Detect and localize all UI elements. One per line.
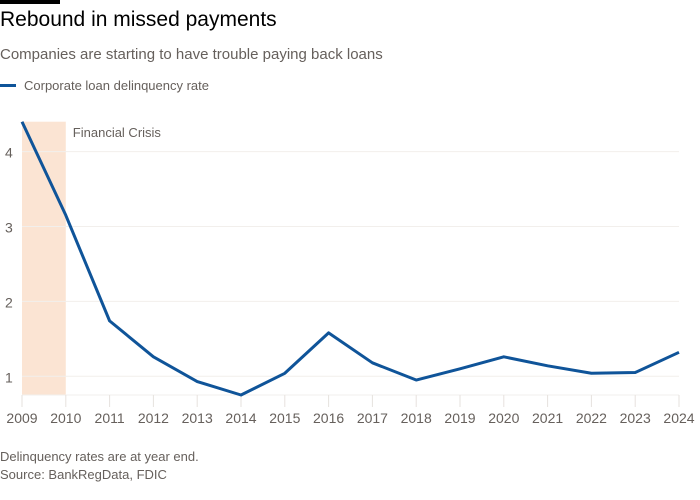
x-tick-label: 2010: [50, 410, 81, 426]
legend-label: Corporate loan delinquency rate: [24, 78, 210, 93]
legend: Corporate loan delinquency rate: [0, 78, 209, 93]
x-tick-label: 2012: [138, 410, 169, 426]
x-tick-label: 2019: [444, 410, 475, 426]
x-tick-label: 2011: [95, 410, 125, 426]
x-tick-label: 2009: [6, 410, 37, 426]
x-tick-label: 2024: [663, 410, 694, 426]
x-tick-label: 2015: [269, 410, 300, 426]
y-tick-label: 4: [5, 145, 13, 161]
x-tick-label: 2014: [225, 410, 256, 426]
y-tick-label: 1: [5, 369, 13, 385]
x-tick-label: 2022: [576, 410, 607, 426]
x-tick-label: 2017: [357, 410, 388, 426]
series-line: [20, 121, 680, 397]
chart-title: Rebound in missed payments: [0, 8, 277, 31]
brand-bar: [0, 0, 60, 4]
x-tick-label: 2021: [532, 410, 563, 426]
x-tick-label: 2020: [488, 410, 519, 426]
x-tick-label: 2016: [313, 410, 344, 426]
chart-subtitle: Companies are starting to have trouble p…: [0, 46, 383, 63]
source: Source: BankRegData, FDIC: [0, 467, 167, 482]
y-tick-label: 2: [5, 294, 13, 310]
x-tick-label: 2013: [182, 410, 213, 426]
x-tick-label: 2023: [620, 410, 651, 426]
annotation-label: Financial Crisis: [73, 125, 162, 140]
crisis-shade: [22, 121, 66, 395]
y-tick-label: 3: [5, 220, 13, 236]
x-tick-label: 2018: [401, 410, 432, 426]
footnote: Delinquency rates are at year end.: [0, 449, 199, 464]
legend-swatch: [0, 84, 16, 87]
